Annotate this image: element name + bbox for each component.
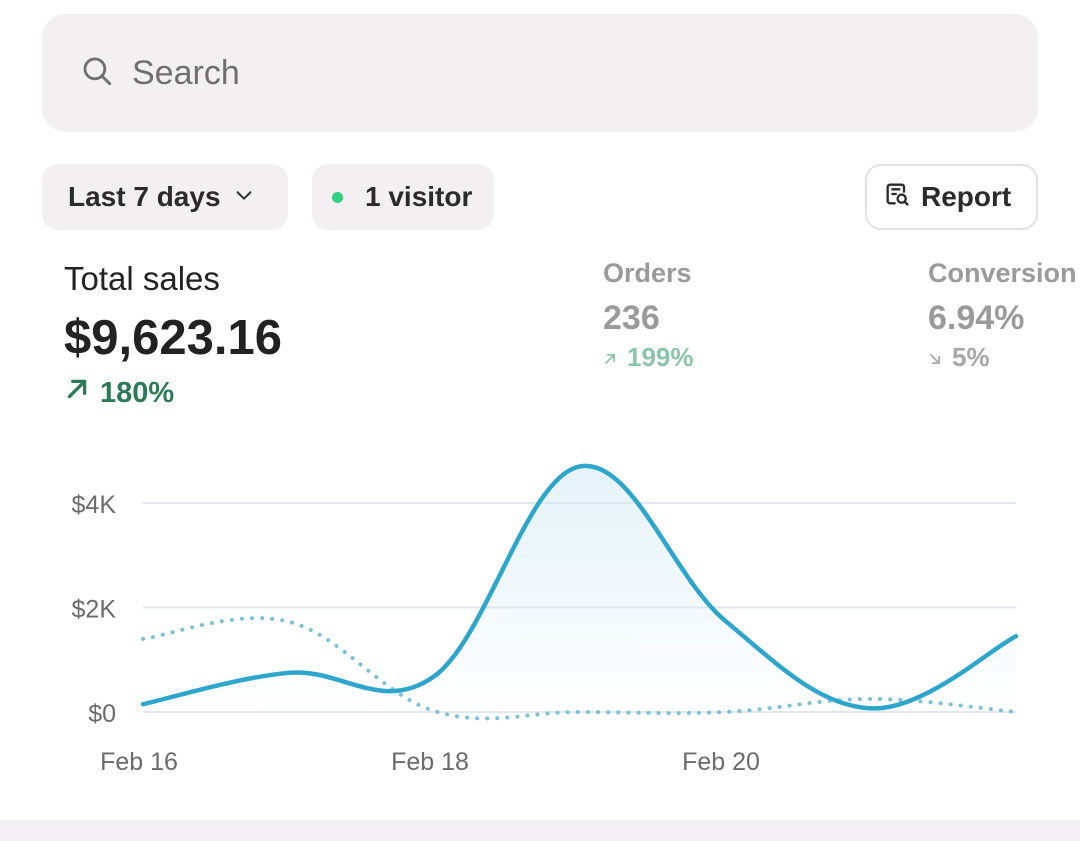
orders-label: Orders [603,258,692,288]
chevron-down-icon [221,181,255,213]
y-axis-labels: $0 $2K $4K [72,491,117,728]
report-search-icon [883,180,921,215]
search-bar[interactable]: Search [42,14,1038,132]
current-period-line [140,463,1019,711]
date-range-label: Last 7 days [68,181,221,212]
orders-value: 236 [603,299,660,337]
conversion-value: 6.94% [928,299,1025,337]
arrow-up-right-icon [603,342,627,373]
arrow-up-right-icon [64,376,100,410]
conversion-label: Conversion [928,258,1077,288]
y-tick-label: $0 [88,700,116,728]
conversion-metric[interactable]: Conversion 6.94% 5% [928,258,1077,373]
sales-line-chart: $0 $2K $4K Feb 16 Feb 18 Feb 20 [72,463,1019,776]
search-icon [80,54,114,93]
date-range-dropdown[interactable]: Last 7 days [42,164,288,230]
arrow-down-right-icon [928,342,952,373]
y-tick-label: $2K [72,596,117,624]
chart-series [140,463,1019,721]
report-button[interactable]: Report [865,164,1038,230]
conversion-change-value: 5% [952,342,990,372]
live-status-dot-icon [332,191,343,203]
total-sales-change: 180% [64,376,282,410]
total-sales-metric[interactable]: Total sales $9,623.16 180% [64,260,282,410]
x-tick-label: Feb 20 [682,748,760,776]
total-sales-value: $9,623.16 [64,311,282,365]
visitors-label: 1 visitor [365,181,473,212]
x-tick-label: Feb 16 [100,748,178,776]
live-visitors-badge[interactable]: 1 visitor [312,164,494,230]
orders-change: 199% [603,342,694,373]
orders-metric[interactable]: Orders 236 199% [603,258,694,373]
series-area [143,465,1016,712]
x-axis-labels: Feb 16 Feb 18 Feb 20 [100,748,760,776]
x-tick-label: Feb 18 [391,748,469,776]
total-sales-change-value: 180% [100,376,175,409]
y-tick-label: $4K [72,491,117,519]
conversion-change: 5% [928,342,1077,373]
report-button-label: Report [921,181,1012,212]
search-input[interactable]: Search [132,53,240,92]
bottom-panel-edge [0,820,1080,841]
orders-change-value: 199% [627,342,694,372]
total-sales-label: Total sales [64,260,220,297]
